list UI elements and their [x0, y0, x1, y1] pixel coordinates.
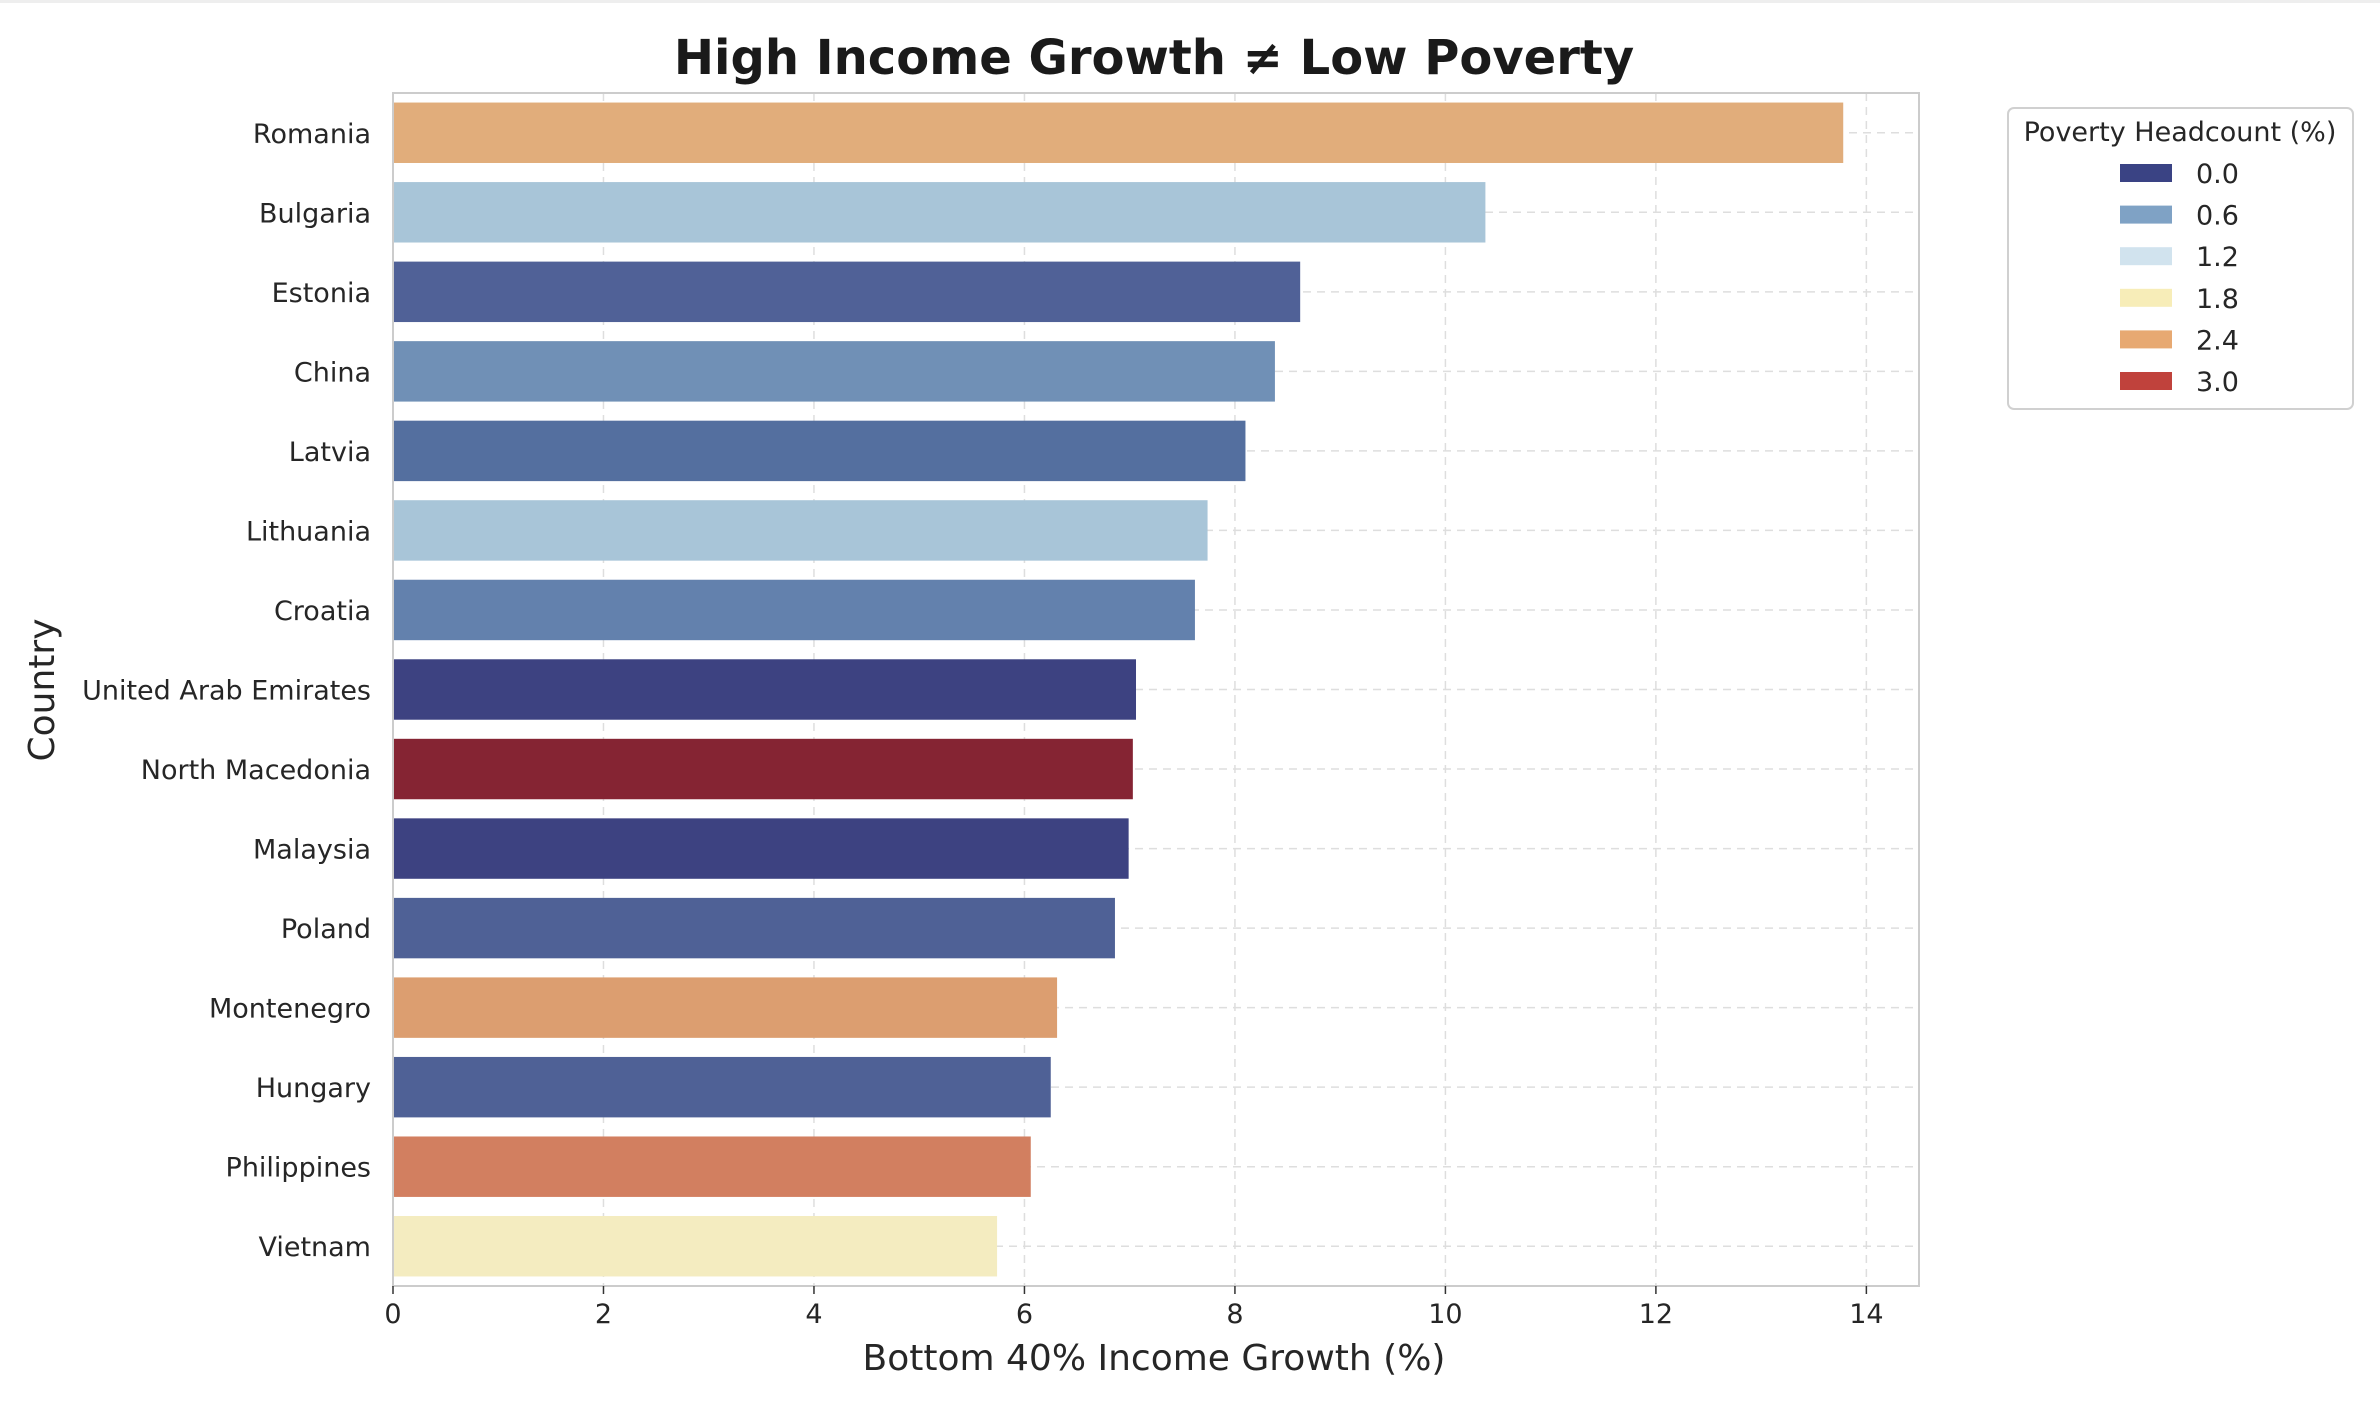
legend-entries: 0.0 0.6 1.2 1.8 2.4 3.0 — [2120, 159, 2239, 398]
y-tick-label: China — [294, 357, 371, 388]
y-axis-label: Country — [22, 618, 63, 761]
y-tick-label: Romania — [253, 119, 371, 150]
bars-layer — [393, 102, 1844, 1277]
y-tick-label: Lithuania — [246, 516, 371, 547]
bar-lithuania — [393, 500, 1208, 561]
bar-china — [393, 341, 1275, 402]
plot-frame — [392, 92, 1920, 1287]
chart-title: High Income Growth ≠ Low Poverty — [674, 30, 1634, 86]
x-tick-label: 6 — [1016, 1299, 1033, 1330]
y-tick-label: United Arab Emirates — [82, 676, 371, 707]
legend-swatch — [2120, 372, 2172, 390]
legend-label: 2.4 — [2196, 325, 2239, 356]
legend-swatch — [2120, 164, 2172, 182]
bar-united-arab-emirates — [393, 659, 1137, 720]
bar-north-macedonia — [393, 738, 1133, 800]
bar-hungary — [393, 1056, 1051, 1118]
y-tick-label: Vietnam — [258, 1232, 371, 1263]
x-tick-label: 2 — [595, 1299, 612, 1330]
y-tick-label: Hungary — [256, 1073, 371, 1104]
legend-label: 0.0 — [2196, 159, 2239, 190]
y-tick-label: Malaysia — [253, 835, 371, 866]
bar-romania — [393, 102, 1844, 163]
legend-box — [2007, 107, 2354, 410]
bar-montenegro — [393, 977, 1058, 1038]
y-tick-label: Montenegro — [209, 994, 371, 1025]
y-tick-label: Estonia — [272, 278, 371, 309]
bar-latvia — [393, 420, 1246, 482]
top-border — [0, 0, 2380, 3]
y-tick-label: Philippines — [226, 1153, 371, 1184]
bar-poland — [393, 897, 1115, 959]
y-tick-label: Poland — [281, 914, 371, 945]
bar-bulgaria — [393, 182, 1486, 243]
legend-label: 1.2 — [2196, 242, 2239, 273]
legend-swatch — [2120, 330, 2172, 349]
bar-philippines — [393, 1136, 1031, 1197]
x-tick-label: 12 — [1639, 1299, 1673, 1330]
x-axis-label: Bottom 40% Income Growth (%) — [863, 1338, 1446, 1379]
bar-croatia — [393, 579, 1195, 641]
x-tick-label: 0 — [384, 1299, 401, 1330]
bar-malaysia — [393, 818, 1129, 879]
legend-swatch — [2120, 205, 2172, 224]
bar-vietnam — [393, 1216, 998, 1277]
x-tick-label: 10 — [1428, 1299, 1462, 1330]
legend-label: 1.8 — [2196, 284, 2239, 315]
y-tick-labels: Romania Bulgaria Estonia China Latvia Lithuan… — [82, 119, 371, 1263]
y-tick-label: Bulgaria — [259, 198, 371, 229]
y-tick-label: Croatia — [274, 596, 371, 627]
x-tick-label: 8 — [1226, 1299, 1243, 1330]
legend-label: 3.0 — [2196, 367, 2239, 398]
x-tick-label: 14 — [1849, 1299, 1883, 1330]
legend-title: Poverty Headcount (%) — [2024, 117, 2337, 148]
y-tick-label: North Macedonia — [141, 755, 371, 786]
x-tick-label: 4 — [805, 1299, 822, 1330]
legend-swatch — [2120, 247, 2172, 266]
legend-swatch — [2120, 288, 2172, 307]
bar-estonia — [393, 261, 1301, 323]
legend-label: 0.6 — [2196, 201, 2239, 232]
y-tick-label: Latvia — [289, 437, 371, 468]
legend: Poverty Headcount (%) 0.0 0.6 1.2 1.8 2.4 3.0 — [2007, 107, 2354, 410]
x-tick-labels: 0 2 4 6 8 10 12 14 — [384, 1286, 1884, 1330]
